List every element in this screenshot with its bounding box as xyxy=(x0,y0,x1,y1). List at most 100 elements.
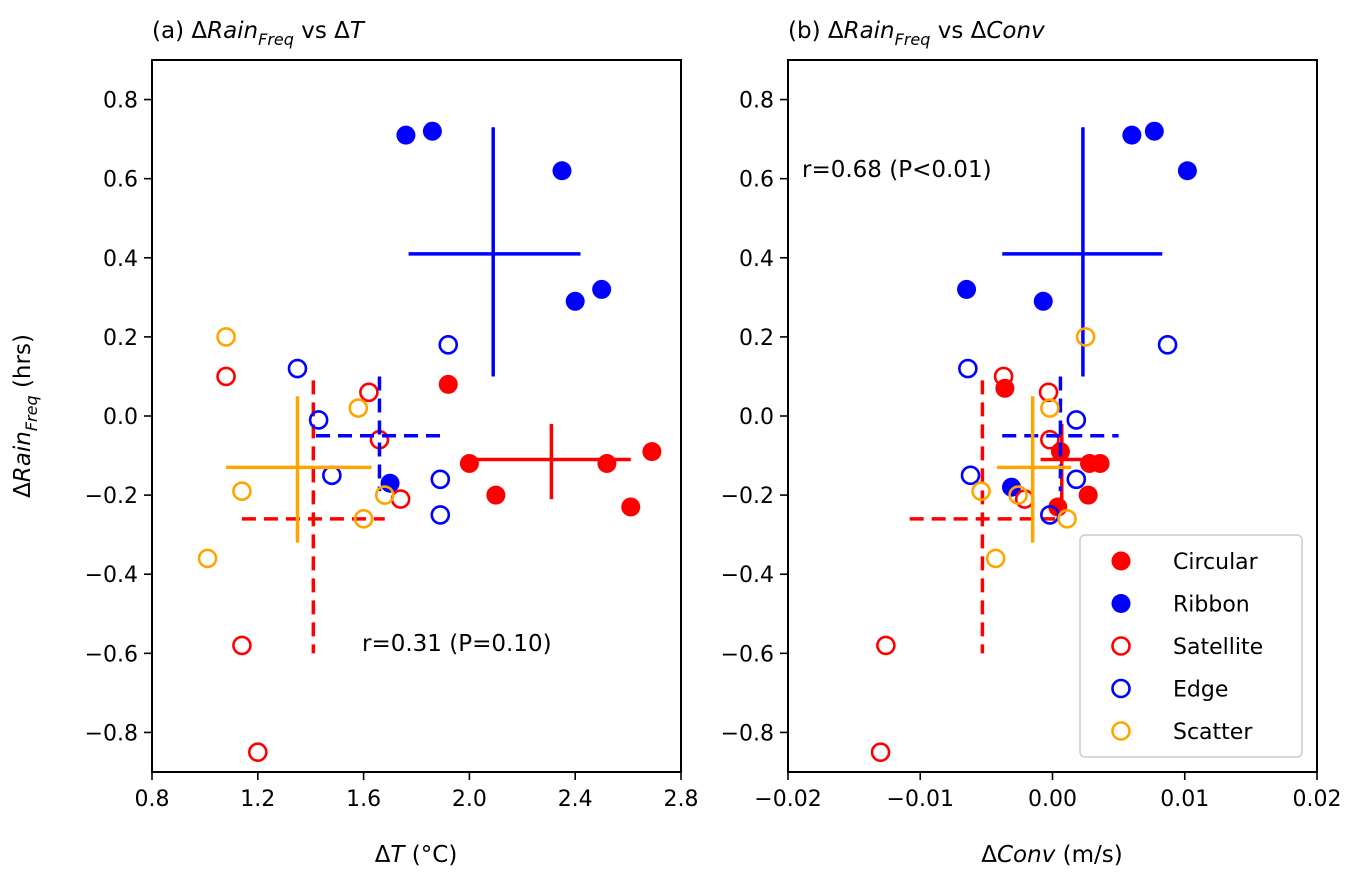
data-point-ribbon xyxy=(552,161,572,181)
data-point-edge xyxy=(438,334,459,355)
x-tick-label: 1.2 xyxy=(240,787,275,812)
data-point-satellite xyxy=(1040,429,1060,450)
y-tick-label: 0.2 xyxy=(103,326,138,351)
data-point-edge xyxy=(322,465,342,486)
data-point-satellite xyxy=(876,635,896,656)
data-point-edge xyxy=(1157,334,1178,355)
series-ribbon xyxy=(957,121,1197,497)
x-tick-label: 2.8 xyxy=(664,787,699,812)
data-point-scatter xyxy=(1075,327,1096,347)
panel-b-yticks: 0.8 0.6 0.4 0.2 0.0 −0.2 −0.4 −0.6 −0.8 xyxy=(721,89,788,746)
panel-b-marks xyxy=(870,121,1197,763)
legend-item-scatter: Scatter xyxy=(1111,720,1253,745)
data-point-ribbon xyxy=(592,279,612,299)
data-point-scatter xyxy=(374,485,395,505)
data-point-ribbon xyxy=(396,125,416,145)
y-tick-label: 0.6 xyxy=(739,168,774,193)
data-point-ribbon xyxy=(1144,121,1164,141)
series-ribbon xyxy=(380,121,612,493)
data-point-scatter xyxy=(348,398,369,418)
data-point-edge xyxy=(1066,469,1087,490)
legend-label: Edge xyxy=(1173,678,1228,703)
data-point-scatter xyxy=(353,509,374,529)
y-tick-label: −0.8 xyxy=(85,721,138,746)
y-tick-label: 0.8 xyxy=(739,89,774,114)
data-point-ribbon xyxy=(422,121,442,141)
legend-marker-circular xyxy=(1111,551,1131,571)
data-point-satellite xyxy=(232,635,252,656)
legend-box xyxy=(1079,534,1303,758)
data-point-scatter xyxy=(1057,509,1077,529)
panel-a-marks xyxy=(197,121,662,763)
data-point-satellite xyxy=(390,489,411,509)
data-point-circular xyxy=(1078,485,1098,505)
x-tick-label: 2.4 xyxy=(558,787,593,812)
series-satellite xyxy=(870,366,1060,763)
legend-item-ribbon: Ribbon xyxy=(1111,593,1250,618)
x-tick-label: 1.6 xyxy=(346,787,381,812)
legend-marker-ribbon xyxy=(1111,594,1131,613)
series-circular xyxy=(438,374,662,517)
data-point-circular xyxy=(486,485,506,505)
series-scatter xyxy=(197,327,395,569)
data-point-ribbon xyxy=(380,473,400,493)
legend-marker-scatter xyxy=(1111,721,1131,741)
data-point-edge xyxy=(958,358,978,379)
data-point-ribbon xyxy=(1002,477,1022,497)
data-point-scatter xyxy=(197,548,218,569)
legend-marker-edge xyxy=(1111,678,1131,699)
panel-a-correlation-annotation: r=0.31 (P=0.10) xyxy=(362,631,552,657)
data-point-circular xyxy=(597,453,617,473)
panel-b: (b) ΔRainFreq vs ΔConv −0.02 −0.01 0.00 0.0… xyxy=(721,18,1342,868)
x-tick-label: −0.02 xyxy=(754,787,821,812)
legend-label: Satellite xyxy=(1173,635,1263,660)
y-tick-label: −0.6 xyxy=(721,642,774,667)
data-point-ribbon xyxy=(1177,161,1197,181)
series-scatter xyxy=(971,327,1096,569)
panel-a-xticks: 0.8 1.2 1.6 2.0 2.4 2.8 xyxy=(135,772,699,812)
y-tick-label: −0.4 xyxy=(721,563,774,588)
data-point-ribbon xyxy=(1122,125,1142,145)
data-point-scatter xyxy=(985,548,1006,569)
panel-b-correlation-annotation: r=0.68 (P<0.01) xyxy=(802,157,992,183)
x-tick-label: −0.01 xyxy=(887,787,954,812)
panel-b-xticks: −0.02 −0.01 0.00 0.01 0.02 xyxy=(754,772,1341,812)
y-tick-label: 0.6 xyxy=(103,168,138,193)
legend-label: Ribbon xyxy=(1173,593,1250,618)
y-tick-label: −0.2 xyxy=(721,484,774,509)
legend-items: Circular Ribbon Satellite Edge Scatter xyxy=(1111,550,1263,745)
legend-item-circular: Circular xyxy=(1111,550,1259,575)
data-point-scatter xyxy=(971,481,991,501)
x-tick-label: 2.0 xyxy=(452,787,487,812)
data-point-ribbon xyxy=(957,279,977,299)
data-point-circular xyxy=(459,453,479,473)
y-tick-label: 0.4 xyxy=(103,247,138,272)
legend-marker-satellite xyxy=(1111,636,1131,656)
data-point-scatter xyxy=(1040,398,1060,418)
data-point-satellite xyxy=(359,382,379,403)
data-point-edge xyxy=(1066,410,1087,430)
data-point-edge xyxy=(960,465,981,486)
panel-a-xlabel: ΔT (°C) xyxy=(375,842,458,868)
x-tick-label: 0.8 xyxy=(135,787,170,812)
series-edge xyxy=(287,334,459,525)
data-point-satellite xyxy=(247,742,268,763)
y-tick-label: −0.6 xyxy=(85,642,138,667)
x-tick-label: 0.00 xyxy=(1028,787,1077,812)
y-tick-label: 0.4 xyxy=(739,247,774,272)
y-tick-label: −0.4 xyxy=(85,563,138,588)
legend-item-satellite: Satellite xyxy=(1111,635,1263,660)
data-point-satellite xyxy=(216,366,236,387)
data-point-edge xyxy=(430,469,451,490)
legend-label: Circular xyxy=(1173,550,1259,575)
y-tick-label: 0.0 xyxy=(739,405,774,430)
x-tick-label: 0.02 xyxy=(1293,787,1342,812)
data-point-edge xyxy=(308,410,329,430)
y-tick-label: 0.8 xyxy=(103,89,138,114)
data-point-scatter xyxy=(232,481,252,501)
data-point-scatter xyxy=(1008,485,1028,505)
panel-a: (a) ΔRainFreq vs ΔT 0.8 1.2 1.6 2.0 2.4 2.8 0… xyxy=(10,18,699,868)
panel-a-title: (a) ΔRainFreq vs ΔT xyxy=(152,18,366,49)
panel-b-xlabel: ΔConv (m/s) xyxy=(981,842,1122,868)
